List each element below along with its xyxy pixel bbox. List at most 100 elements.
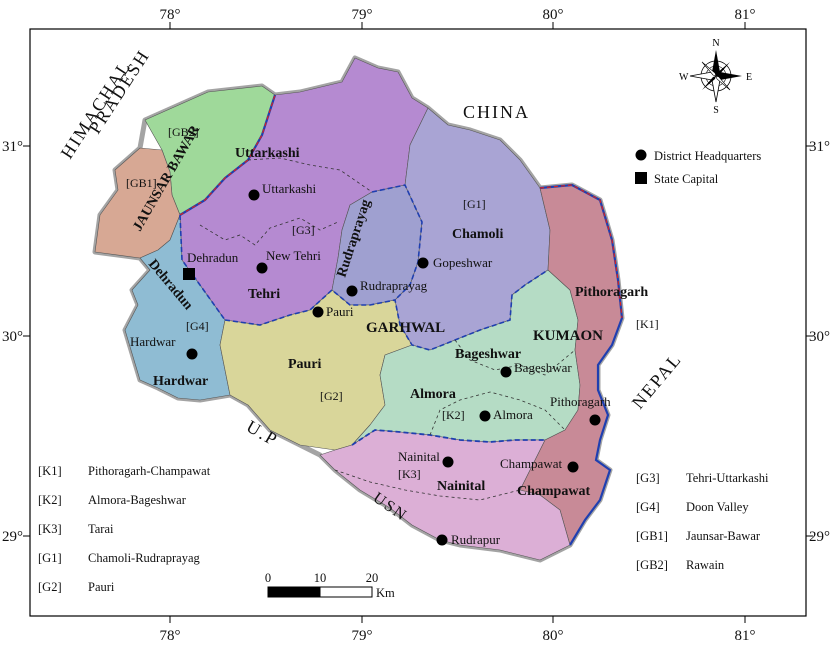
town-new-tehri: New Tehri	[266, 248, 321, 263]
town-gopeshwar: Gopeshwar	[433, 255, 493, 270]
compass-s: S	[713, 105, 719, 116]
district-chamoli: Chamoli	[452, 227, 503, 242]
lon-tick-bottom-78: 78°	[160, 628, 181, 644]
lon-tick-bottom-81: 81°	[735, 628, 756, 644]
lat-tick-left-30: 30°	[2, 329, 23, 345]
zone-legend-code: [G2]	[38, 580, 62, 594]
zone-legend-code: [K2]	[38, 493, 62, 507]
town-rudrapur: Rudrapur	[451, 532, 501, 547]
lon-tick-top-79: 79°	[352, 7, 373, 23]
zone-legend-name: Rawain	[686, 558, 725, 572]
town-pauri: Pauri	[326, 304, 354, 319]
legend-hq-label: District Headquarters	[654, 149, 761, 163]
town-almora: Almora	[493, 407, 533, 422]
zone-code-k2: [K2]	[442, 408, 465, 422]
town-marker-nainital	[442, 456, 454, 468]
nepal-border-red	[539, 184, 623, 319]
town-rudraprayag: Rudraprayag	[360, 278, 428, 293]
zone-legend-code: [G3]	[636, 471, 660, 485]
town-uttarkashi: Uttarkashi	[262, 181, 317, 196]
legend-capital-marker	[635, 172, 647, 184]
zone-legend-name: Doon Valley	[686, 500, 749, 514]
town-marker-bageshwar	[500, 366, 512, 378]
zone-code-k3: [K3]	[398, 467, 421, 481]
zone-code-g2: [G2]	[320, 389, 343, 403]
lon-tick-top-81: 81°	[735, 7, 756, 23]
compass-rose-icon: N S E W	[679, 38, 752, 116]
boundary-lines	[179, 94, 624, 546]
scale-unit: Km	[376, 586, 395, 600]
zone-legend-code: [GB1]	[636, 529, 668, 543]
zone-legend-name: Jaunsar-Bawar	[686, 529, 761, 543]
lon-tick-top-80: 80°	[543, 7, 564, 23]
label-garhwal: GARHWAL	[366, 320, 445, 336]
district-boundary-dashed	[199, 157, 576, 501]
zone-legend-right: [G3] Tehri-Uttarkashi [G4] Doon Valley [GB1]…	[636, 471, 769, 572]
zone-legend-code: [GB2]	[636, 558, 668, 572]
town-marker-gopeshwar	[417, 257, 429, 269]
legend-hq-marker	[635, 149, 647, 161]
zone-legend-code: [G1]	[38, 551, 62, 565]
region-k3-tarai	[319, 429, 571, 561]
zone-code-g1: [G1]	[463, 197, 486, 211]
zone-code-gb2: [GB2]	[168, 125, 199, 139]
rudraprayag-boundary	[371, 184, 423, 301]
zone-legend-code: [K3]	[38, 522, 62, 536]
lat-tick-left-29: 29°	[2, 529, 23, 545]
international-border-red	[179, 94, 276, 216]
scale-tick-20: 20	[366, 571, 379, 585]
district-pithoragarh: Pithoragarh	[575, 285, 648, 300]
town-marker-uttarkashi	[248, 189, 260, 201]
lat-tick-left-31: 31°	[2, 139, 23, 155]
zone-code-g3: [G3]	[292, 223, 315, 237]
compass-e: E	[746, 72, 752, 83]
town-marker-new-tehri	[256, 262, 268, 274]
label-china: CHINA	[463, 102, 530, 122]
zone-legend-name: Pithoragarh-Champawat	[88, 464, 211, 478]
frame-ticks	[23, 22, 813, 623]
district-champawat: Champawat	[517, 484, 590, 499]
towns: Uttarkashi New Tehri Dehradun Rudrapraya…	[130, 181, 611, 547]
label-kumaon: KUMAON	[533, 328, 603, 344]
district-tehri: Tehri	[248, 287, 280, 302]
zone-legend-name: Chamoli-Rudraprayag	[88, 551, 201, 565]
point-legend: District Headquarters State Capital	[635, 149, 761, 186]
zone-code-k1: [K1]	[636, 317, 659, 331]
town-marker-pauri	[312, 306, 324, 318]
lat-tick-right-30: 30°	[809, 329, 830, 345]
compass-w: W	[679, 72, 689, 83]
zone-boundary-inner	[224, 269, 549, 351]
capital-marker-dehradun	[183, 268, 195, 280]
district-bageshwar: Bageshwar	[455, 347, 521, 362]
zone-legend-code: [K1]	[38, 464, 62, 478]
town-dehradun: Dehradun	[187, 250, 239, 265]
town-marker-hardwar	[186, 348, 198, 360]
town-bageshwar: Bageshwar	[514, 360, 572, 375]
town-marker-rudraprayag	[346, 285, 358, 297]
scale-bar: 0 10 20 Km	[265, 571, 395, 600]
town-champawat: Champawat	[500, 456, 562, 471]
zone-legend-code: [G4]	[636, 500, 660, 514]
lat-tick-right-29: 29°	[809, 529, 830, 545]
zone-code-g4: [G4]	[186, 319, 209, 333]
zone-legend-name: Tarai	[88, 522, 114, 536]
district-almora: Almora	[410, 387, 456, 402]
lon-tick-bottom-79: 79°	[352, 628, 373, 644]
district-uttarkashi: Uttarkashi	[235, 146, 300, 161]
region-g4-doon	[124, 214, 231, 401]
town-marker-rudrapur	[436, 534, 448, 546]
scale-tick-10: 10	[314, 571, 327, 585]
district-hardwar: Hardwar	[153, 374, 208, 389]
compass-n: N	[712, 38, 719, 49]
town-marker-almora	[479, 410, 491, 422]
district-pauri: Pauri	[288, 357, 322, 372]
lon-tick-top-78: 78°	[160, 7, 181, 23]
town-marker-champawat	[567, 461, 579, 473]
garhwal-kumaon-boundary	[351, 429, 545, 446]
zone-legend-name: Pauri	[88, 580, 115, 594]
legend-capital-label: State Capital	[654, 172, 719, 186]
zone-legend-name: Almora-Bageshwar	[88, 493, 187, 507]
zone-legend-left: [K1] Pithoragarh-Champawat [K2] Almora-Bage…	[38, 464, 211, 594]
